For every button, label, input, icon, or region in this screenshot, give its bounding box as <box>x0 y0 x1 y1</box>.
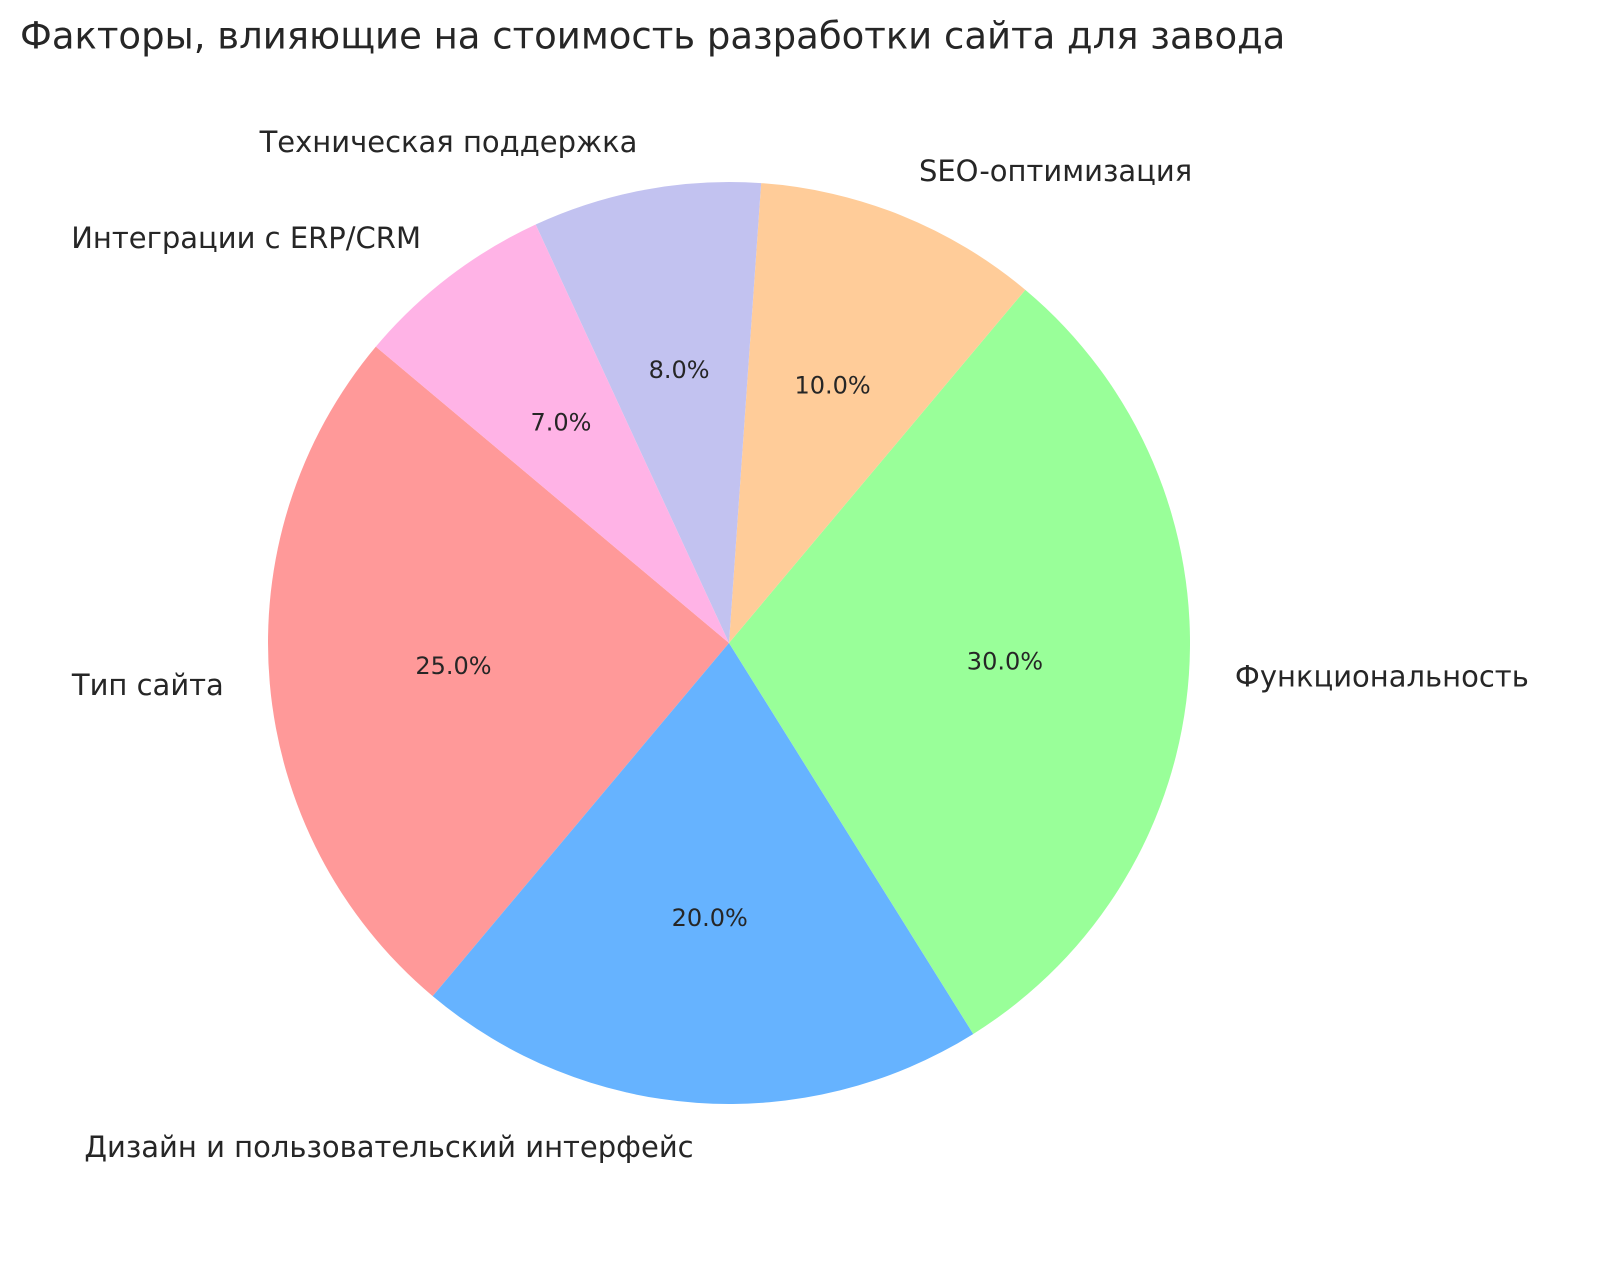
pie-slice <box>535 181 762 643</box>
value-label: 10.0% <box>794 372 870 400</box>
pie-slice <box>267 346 729 997</box>
slice-label: Функциональность <box>1235 659 1529 693</box>
value-label: 30.0% <box>967 647 1043 675</box>
pie-slice <box>729 183 1026 643</box>
value-label: 25.0% <box>415 652 491 680</box>
slice-label: Дизайн и пользовательский интерфейс <box>84 1130 693 1164</box>
slice-label: Интеграции с ERP/CRM <box>71 221 421 255</box>
slice-label: Техническая поддержка <box>259 125 638 159</box>
pie-slice <box>375 224 729 643</box>
pie-slice <box>432 643 974 1104</box>
slice-label: SEO-оптимизация <box>919 154 1192 188</box>
value-label: 20.0% <box>672 904 748 932</box>
chart-title: Факторы, влияющие на стоимость разработк… <box>20 15 1285 58</box>
pie-slice <box>729 289 1190 1034</box>
value-label: 8.0% <box>649 356 710 384</box>
value-label: 7.0% <box>531 408 592 436</box>
slice-label: Тип сайта <box>71 668 224 702</box>
